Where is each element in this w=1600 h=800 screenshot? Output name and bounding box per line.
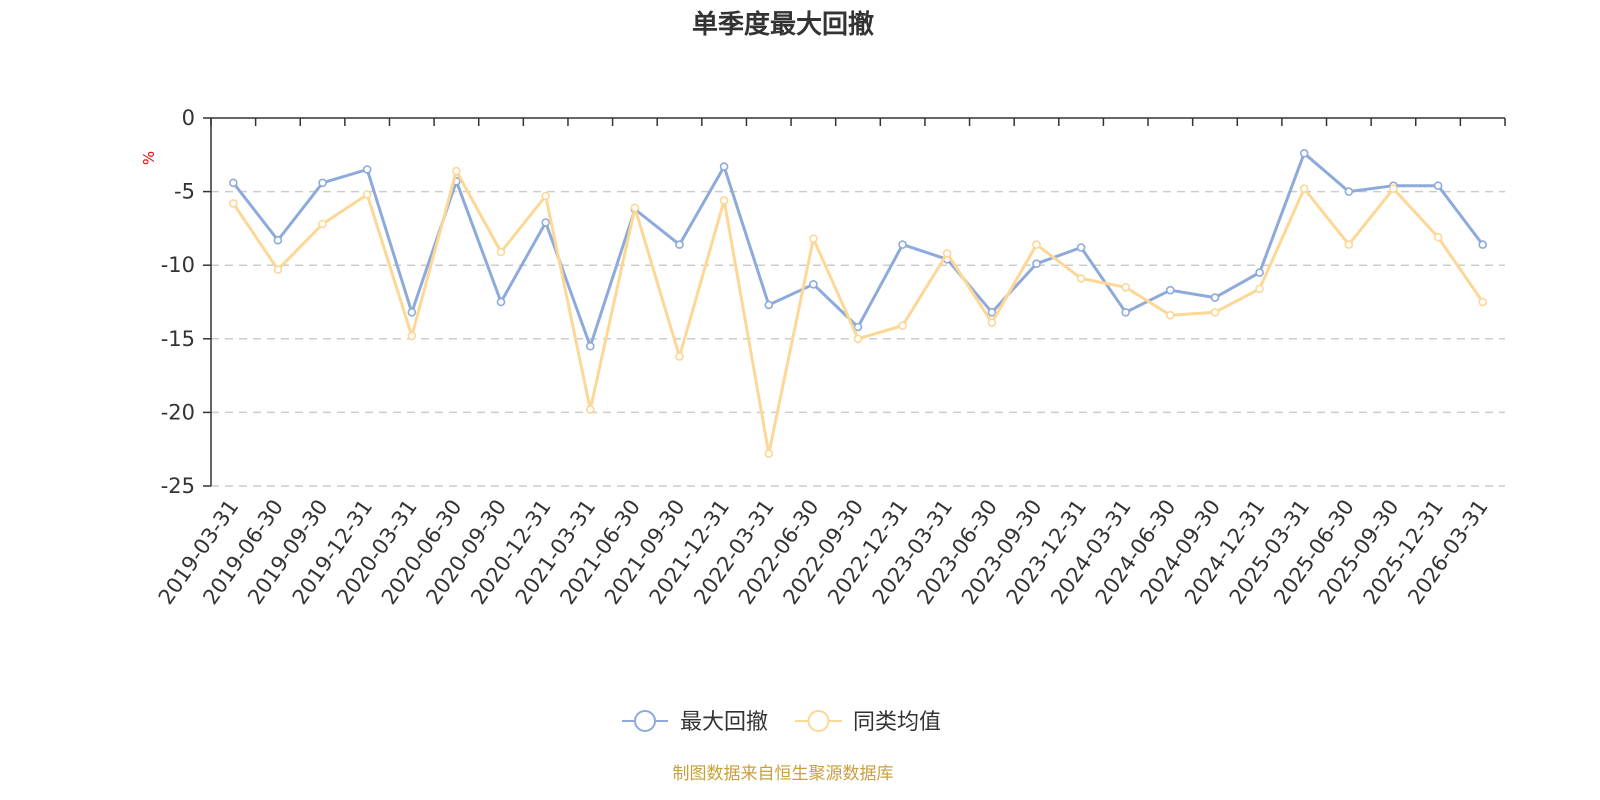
data-point-max-drawdown [407,307,417,317]
data-point-peer-average [987,318,997,327]
data-point-max-drawdown [273,235,283,245]
data-point-max-drawdown [1433,181,1443,190]
data-point-peer-average [1076,274,1086,283]
data-point-peer-average [630,203,640,213]
data-point-max-drawdown [1344,187,1354,196]
data-point-max-drawdown [675,240,684,249]
data-point-peer-average [942,249,952,258]
data-point-max-drawdown [719,162,729,171]
data-point-peer-average [541,191,551,201]
data-point-max-drawdown [898,240,907,249]
data-point-peer-average [273,265,283,274]
y-tick-label: -20 [161,400,195,424]
series-max-drawdown [229,149,1487,351]
data-point-peer-average [452,166,461,176]
data-point-max-drawdown [362,165,372,174]
series-peer-average [229,166,1487,458]
data-point-max-drawdown [318,178,327,188]
data-point-max-drawdown [1076,243,1086,252]
y-tick-label: -10 [161,253,195,277]
legend-circle-icon [634,710,656,732]
data-point-peer-average [229,199,238,208]
y-tick-label: -5 [174,180,195,204]
data-point-max-drawdown [1255,268,1264,277]
data-point-max-drawdown [496,297,506,307]
data-point-peer-average [1121,282,1130,292]
data-point-max-drawdown [1166,285,1175,295]
data-point-peer-average [585,405,595,414]
data-point-peer-average [719,196,729,205]
data-point-max-drawdown [1032,259,1041,269]
data-point-max-drawdown [1210,293,1220,302]
data-point-max-drawdown [585,341,595,351]
data-point-peer-average [1433,232,1443,242]
chart-title: 单季度最大回撤 [692,9,874,40]
data-point-max-drawdown [1299,149,1309,158]
data-source-note: 制图数据来自恒生聚源数据库 [673,764,894,784]
series-line-peer-average [231,169,1485,456]
data-point-peer-average [496,247,506,257]
y-axis-unit-label: % [140,151,158,165]
data-point-max-drawdown [1121,307,1130,317]
data-point-peer-average [1299,184,1309,193]
data-point-max-drawdown [229,178,238,188]
data-point-max-drawdown [809,279,818,289]
data-point-peer-average [318,219,327,229]
data-point-peer-average [1344,240,1354,249]
data-point-peer-average [1210,307,1220,317]
y-axis-ticks [203,117,211,487]
data-point-max-drawdown [764,300,774,310]
data-point-max-drawdown [541,218,551,227]
legend-label-peer-average: 同类均值 [853,710,941,735]
data-point-peer-average [1389,184,1398,193]
data-point-max-drawdown [987,307,997,317]
legend-item-max-drawdown[interactable]: 最大回撤 [622,710,768,735]
legend-item-peer-average[interactable]: 同类均值 [795,710,941,735]
y-axis: 0 -5 -10 -15 -20 -25 [161,106,212,498]
y-tick-label: 0 [182,106,195,130]
data-point-peer-average [898,321,907,330]
data-point-peer-average [407,331,417,341]
y-tick-label: -15 [161,327,195,351]
data-point-max-drawdown [1478,240,1487,249]
data-point-peer-average [675,352,684,361]
data-point-peer-average [1255,284,1264,294]
series-layer [229,149,1487,458]
data-point-peer-average [362,190,372,199]
series-line-max-drawdown [231,151,1485,348]
x-axis-ticks [210,118,1506,126]
data-point-max-drawdown [853,322,863,332]
x-axis-tick-labels: 2019-03-312019-06-302019-09-302019-12-31… [154,495,1493,609]
y-axis-tick-labels: 0 -5 -10 -15 -20 -25 [161,106,195,498]
y-tick-label: -25 [161,474,195,498]
data-point-peer-average [1032,240,1041,249]
data-point-peer-average [1166,310,1175,320]
data-point-peer-average [1478,297,1487,307]
legend: 最大回撤 同类均值 [622,710,941,735]
data-point-peer-average [809,234,818,243]
data-point-peer-average [764,449,774,458]
legend-label-max-drawdown: 最大回撤 [680,710,768,735]
legend-circle-icon [807,710,830,732]
data-point-peer-average [853,334,863,344]
